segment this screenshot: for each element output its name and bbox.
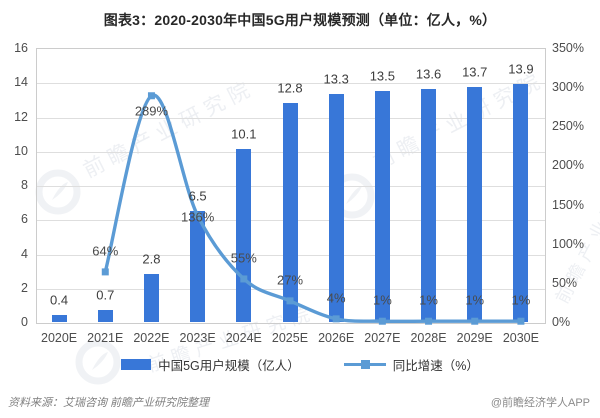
credit-watermark: @前瞻经济学人APP [490,397,590,409]
bar-value-label: 0.7 [96,287,115,303]
x-axis-tick: 2025E [271,331,309,345]
line-value-label: 55% [230,250,257,266]
bar-2020E [51,315,67,322]
bar-value-label: 12.8 [277,80,303,96]
x-axis-tick: 2026E [318,331,355,345]
source-note: 资料来源：艾瑞咨询 前瞻产业研究院整理 [8,397,210,409]
bar-value-label: 0.4 [50,292,69,308]
bar-value-label: 2.8 [142,251,161,267]
y-axis-tick-left: 12 [14,109,28,124]
bar-2024E [236,149,252,322]
y-axis-tick-left: 16 [14,41,28,55]
bar-2022E [143,274,159,322]
bar-2021E [97,310,113,322]
x-axis-tick: 2028E [410,331,447,345]
bar-2023E [190,210,206,322]
legend: 中国5G用户规模（亿人） 同比增速（%） [0,355,600,374]
bar-2029E [467,87,483,322]
bar-2028E [421,89,437,322]
y-axis-tick-right: 200% [552,158,584,173]
x-axis-tick: 2029E [456,331,493,345]
legend-item-growth: 同比增速（%） [343,355,479,374]
line-swatch-icon [343,360,386,369]
y-axis-tick-left: 10 [14,143,28,158]
y-axis-tick-right: 250% [552,119,584,134]
y-axis-tick-right: 50% [552,275,578,290]
x-axis-tick: 2021E [87,331,124,345]
bar-value-label: 10.1 [231,126,257,142]
y-axis-tick-left: 4 [21,246,28,261]
bar-value-label: 13.9 [508,61,534,77]
bar-2027E [374,90,390,322]
y-axis-tick-right: 150% [552,197,584,212]
bar-value-label: 13.6 [415,66,442,82]
legend-item-users: 中国5G用户规模（亿人） [121,355,300,374]
bar-2030E [513,83,529,322]
legend-growth-label: 同比增速（%） [392,359,479,373]
bar-value-label: 6.5 [188,188,207,204]
y-axis-tick-left: 6 [21,212,28,227]
bar-value-label: 13.5 [369,68,396,84]
line-value-label: 64% [92,243,119,259]
gridline [37,83,545,84]
y-axis-tick-left: 0 [21,315,28,329]
line-value-label: 1% [465,292,485,308]
bar-value-label: 13.7 [462,64,488,80]
y-axis-tick-right: 300% [552,80,584,95]
x-axis-tick: 2022E [133,331,170,345]
y-axis-tick-right: 100% [552,236,584,251]
chart-title: 图表3：2020-2030年中国5G用户规模预测（单位：亿人，%） [103,12,497,28]
y-axis-tick-left: 8 [21,178,28,192]
y-axis-tick-left: 14 [14,75,28,90]
y-axis-tick-left: 2 [21,280,28,295]
x-axis-tick: 2024E [225,331,262,345]
bar-2026E [328,94,344,322]
x-axis-tick: 2023E [179,331,216,345]
legend-users-label: 中国5G用户规模（亿人） [158,359,300,373]
line-value-label: 1% [419,292,438,308]
bar-swatch-icon [121,359,152,370]
line-value-label: 289% [134,103,169,119]
bar-value-label: 13.3 [323,71,349,87]
line-value-label: 1% [372,292,392,308]
line-value-label: 27% [276,272,304,288]
bar-2025E [282,102,298,322]
x-axis-tick: 2027E [364,331,401,345]
y-axis-tick-right: 0% [552,315,571,329]
y-axis-tick-right: 350% [552,41,584,55]
x-axis-tick: 2020E [41,331,78,345]
line-value-label: 136% [181,209,215,225]
line-value-label: 4% [326,290,346,306]
x-axis-tick: 2030E [502,331,539,345]
line-value-label: 1% [511,292,531,308]
